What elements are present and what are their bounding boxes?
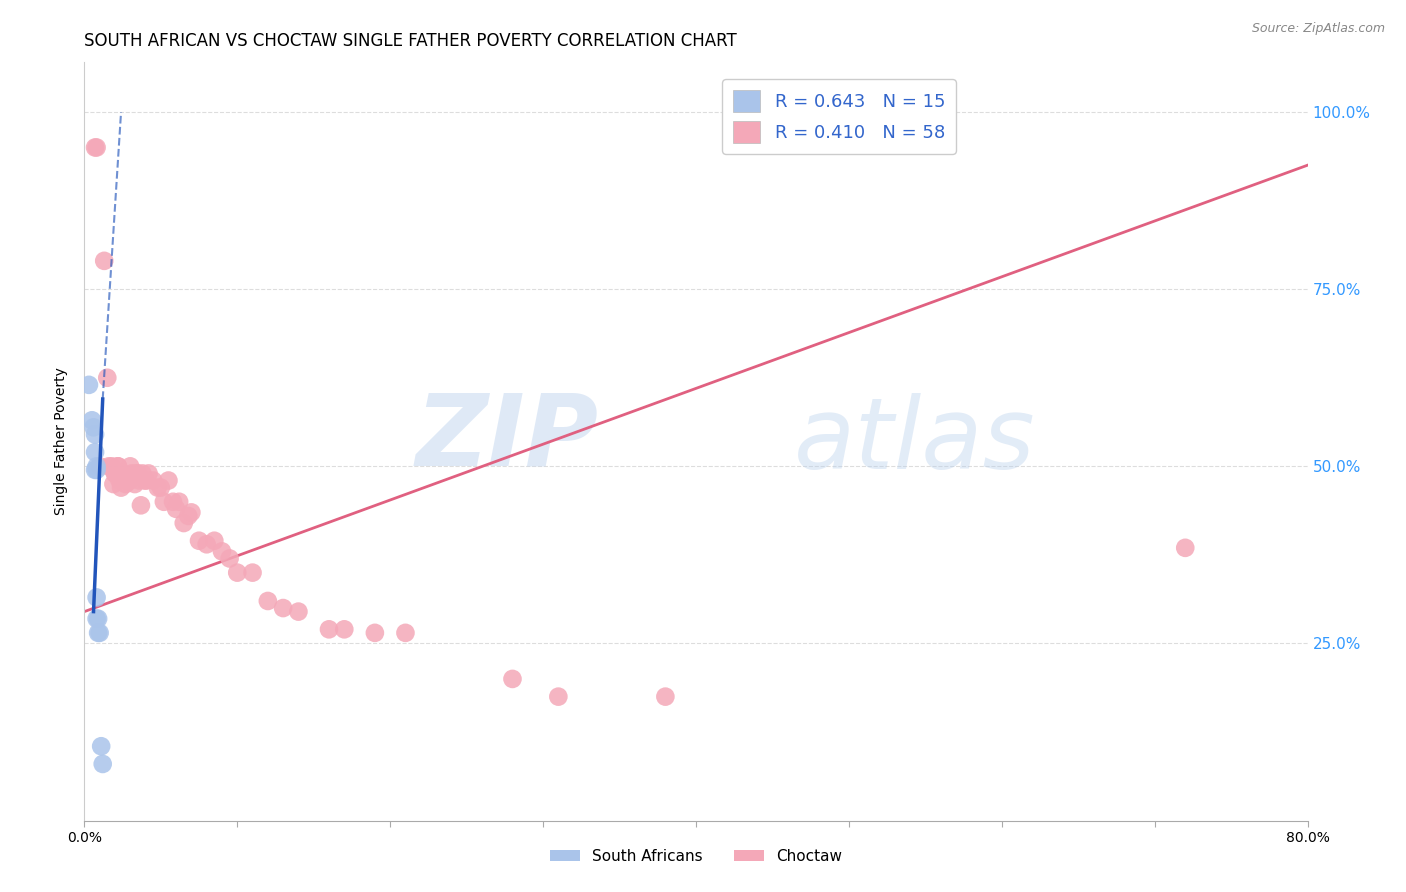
Point (157, 474, 180, 488)
Point (547, 690, 569, 704)
Point (80, 413, 103, 427)
Point (114, 477, 136, 491)
Point (394, 625, 416, 640)
Point (97, 459, 120, 474)
Point (84, 463, 107, 477)
Point (1174, 541, 1197, 555)
Point (86, 459, 108, 474)
Point (107, 459, 129, 474)
Point (165, 501, 187, 516)
Point (120, 474, 142, 488)
Point (84, 140, 107, 154)
Text: Source: ZipAtlas.com: Source: ZipAtlas.com (1251, 22, 1385, 36)
Point (107, 459, 129, 474)
Point (318, 623, 340, 637)
Point (101, 459, 124, 474)
Point (129, 498, 152, 512)
Point (257, 594, 280, 608)
Point (110, 481, 132, 495)
Point (77, 377, 100, 392)
Point (111, 467, 134, 481)
Point (83, 420, 105, 434)
Point (120, 459, 142, 474)
Point (173, 516, 195, 530)
Point (91, 756, 114, 771)
Point (89, 625, 111, 640)
Point (188, 533, 211, 548)
Point (108, 474, 131, 488)
Point (87, 612, 110, 626)
Point (271, 601, 294, 615)
Point (103, 477, 125, 491)
Point (93, 253, 115, 268)
Point (211, 544, 233, 558)
Point (135, 474, 157, 488)
Point (167, 495, 190, 509)
Point (90, 739, 112, 754)
Point (153, 495, 176, 509)
Point (89, 459, 111, 474)
Point (127, 467, 149, 481)
Point (242, 566, 264, 580)
Legend: South Africans, Choctaw: South Africans, Choctaw (544, 843, 848, 870)
Point (138, 467, 160, 481)
Point (142, 474, 165, 488)
Point (195, 537, 218, 551)
Point (104, 467, 127, 481)
Point (84, 445, 107, 459)
Point (86, 463, 108, 477)
Point (218, 551, 240, 566)
Point (125, 467, 148, 481)
Point (104, 467, 127, 481)
Point (96, 371, 118, 385)
Point (162, 495, 184, 509)
Text: ZIP: ZIP (415, 389, 598, 486)
Text: atlas: atlas (794, 393, 1035, 490)
Point (146, 481, 169, 495)
Point (124, 477, 146, 491)
Point (121, 467, 143, 481)
Point (135, 474, 157, 488)
Point (84, 427, 107, 442)
Point (287, 605, 309, 619)
Point (149, 481, 172, 495)
Point (177, 508, 200, 523)
Point (115, 474, 138, 488)
Point (86, 612, 108, 626)
Point (654, 690, 676, 704)
Point (86, 591, 108, 605)
Text: SOUTH AFRICAN VS CHOCTAW SINGLE FATHER POVERTY CORRELATION CHART: SOUTH AFRICAN VS CHOCTAW SINGLE FATHER P… (84, 32, 737, 50)
Point (502, 672, 524, 686)
Point (226, 566, 249, 580)
Point (86, 140, 108, 154)
Point (333, 623, 356, 637)
Point (87, 625, 110, 640)
Point (128, 474, 150, 488)
Point (131, 467, 153, 481)
Point (364, 625, 387, 640)
Point (180, 505, 202, 519)
Point (202, 533, 225, 548)
Y-axis label: Single Father Poverty: Single Father Poverty (55, 368, 69, 516)
